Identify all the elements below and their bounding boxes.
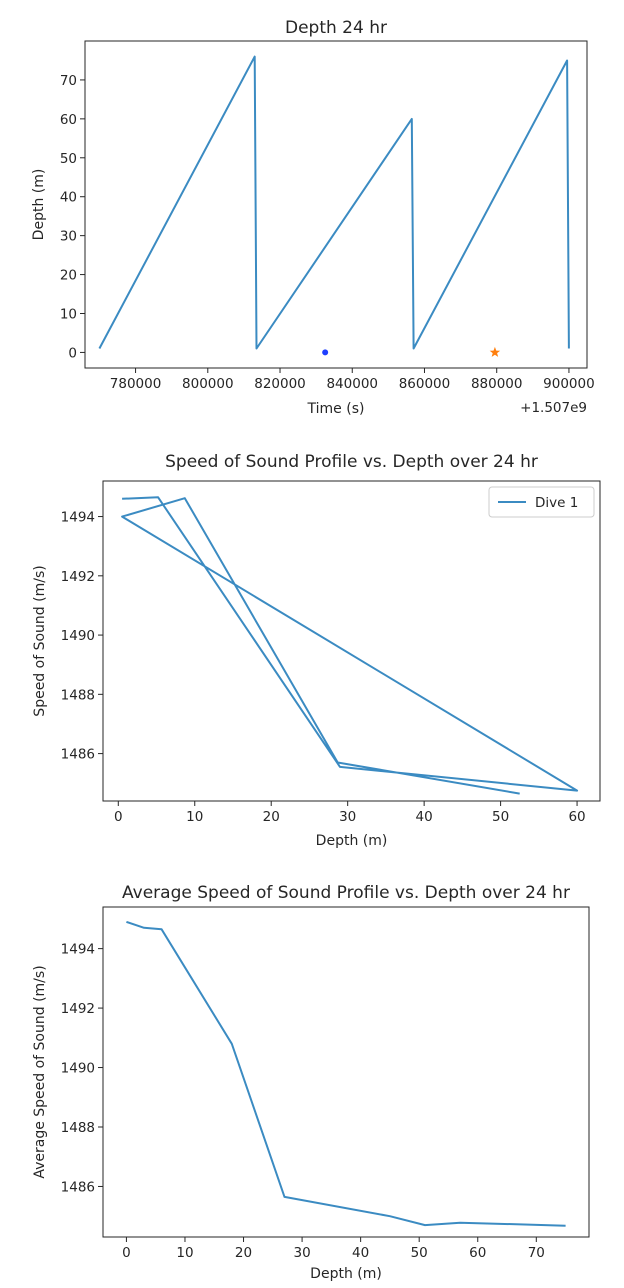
x-tick-label: 50 xyxy=(411,1245,428,1261)
x-tick-label: 840000 xyxy=(326,376,378,392)
x-tick-label: 60 xyxy=(469,1245,486,1261)
chart-1: Depth 24 hr 780000 800000 820000 840000 86000… xyxy=(31,18,595,417)
x-axis-label: Depth (m) xyxy=(310,1266,382,1282)
x-axis-label: Depth (m) xyxy=(316,833,388,849)
y-tick-label: 1492 xyxy=(61,1001,95,1017)
series-line-1 xyxy=(98,55,570,350)
y-tick-label: 1494 xyxy=(61,942,95,958)
y-tick-label: 1490 xyxy=(61,1061,95,1077)
y-tick-label: 1488 xyxy=(61,1120,95,1136)
x-axis-label: Time (s) xyxy=(307,401,365,417)
legend: Dive 1 xyxy=(488,486,595,518)
x-tick-label: 60 xyxy=(568,809,585,825)
y-tick-label: 1488 xyxy=(61,687,95,703)
chart-title: Depth 24 hr xyxy=(285,18,387,38)
x-tick-label: 10 xyxy=(186,809,203,825)
dot-marker xyxy=(322,349,329,356)
x-tick-label: 0 xyxy=(114,809,123,825)
series-line-1 xyxy=(126,920,566,1227)
x-tick-label: 0 xyxy=(122,1245,131,1261)
x-tick-label: 800000 xyxy=(182,376,234,392)
x-tick-label: 40 xyxy=(416,809,433,825)
y-axis-label: Speed of Sound (m/s) xyxy=(32,565,48,716)
x-tick-label: 900000 xyxy=(543,376,595,392)
y-tick-label: 20 xyxy=(60,268,77,284)
x-tick-label: 820000 xyxy=(254,376,306,392)
y-tick-label: 1492 xyxy=(61,569,95,585)
y-tick-label: 1494 xyxy=(61,510,95,526)
plot-frame xyxy=(102,480,601,802)
y-tick-label: 70 xyxy=(60,73,77,89)
plot-frame xyxy=(84,40,588,369)
chart-title: Speed of Sound Profile vs. Depth over 24… xyxy=(165,452,538,472)
legend-entry: Dive 1 xyxy=(535,495,578,511)
y-tick-label: 1486 xyxy=(61,747,95,763)
y-axis-label: Average Speed of Sound (m/s) xyxy=(32,965,48,1178)
plot-frame xyxy=(102,906,590,1238)
chart-2: Speed of Sound Profile vs. Depth over 24… xyxy=(32,452,601,849)
chart-title: Average Speed of Sound Profile vs. Depth… xyxy=(122,883,570,903)
y-tick-label: 0 xyxy=(68,345,77,361)
x-tick-label: 860000 xyxy=(399,376,451,392)
star-marker xyxy=(489,346,501,357)
y-axis-label: Depth (m) xyxy=(31,169,47,241)
x-tick-label: 50 xyxy=(492,809,509,825)
x-tick-label: 30 xyxy=(339,809,356,825)
x-tick-label: 780000 xyxy=(110,376,162,392)
x-tick-label: 40 xyxy=(352,1245,369,1261)
series-line-1 xyxy=(121,496,579,795)
y-tick-label: 30 xyxy=(60,229,77,245)
x-tick-label: 20 xyxy=(263,809,280,825)
x-tick-label: 20 xyxy=(235,1245,252,1261)
y-tick-label: 60 xyxy=(60,112,77,128)
x-tick-label: 10 xyxy=(176,1245,193,1261)
x-tick-label: 880000 xyxy=(471,376,523,392)
y-tick-label: 40 xyxy=(60,190,77,206)
x-offset-label: +1.507e9 xyxy=(520,400,587,416)
y-tick-label: 50 xyxy=(60,151,77,167)
y-tick-label: 1486 xyxy=(61,1179,95,1195)
y-tick-label: 1490 xyxy=(61,628,95,644)
x-tick-label: 70 xyxy=(528,1245,545,1261)
y-tick-label: 10 xyxy=(60,307,77,323)
chart-3: Average Speed of Sound Profile vs. Depth… xyxy=(32,883,590,1282)
x-tick-label: 30 xyxy=(293,1245,310,1261)
